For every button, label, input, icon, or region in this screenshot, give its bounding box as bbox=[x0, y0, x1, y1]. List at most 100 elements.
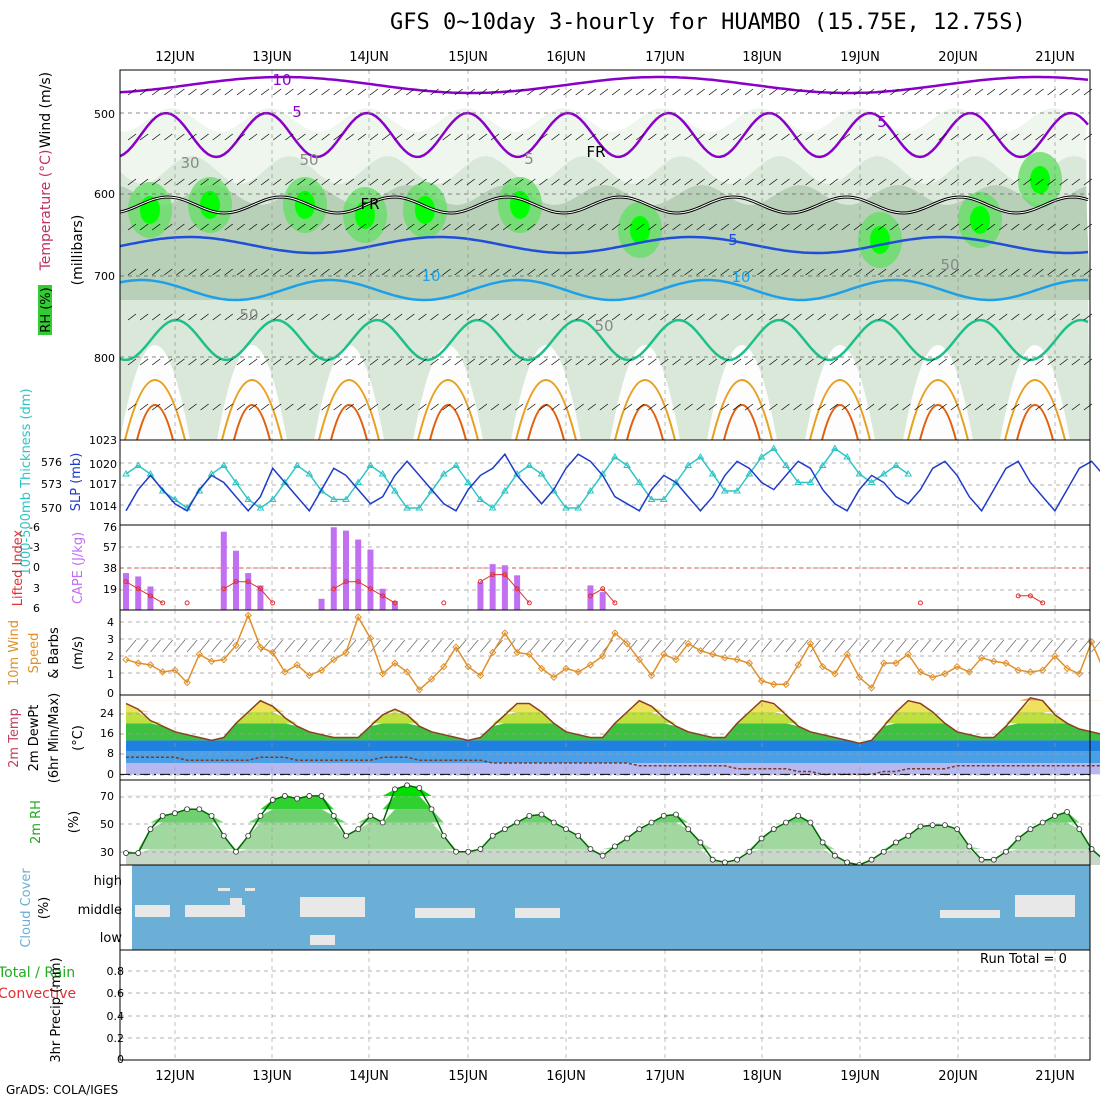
wind-barb bbox=[454, 88, 463, 96]
wind-barb bbox=[575, 133, 584, 141]
wind-barb bbox=[333, 223, 342, 231]
wind-barb bbox=[1071, 403, 1081, 411]
wind-barb bbox=[139, 313, 149, 321]
wind-barb bbox=[551, 313, 560, 321]
contour-label: 50 bbox=[594, 317, 613, 335]
wind-barb bbox=[756, 403, 766, 411]
wind-barb bbox=[466, 358, 476, 366]
rh-point bbox=[783, 819, 789, 826]
wind-speed-point bbox=[647, 671, 656, 680]
wind-barb bbox=[406, 268, 415, 276]
wind-barb bbox=[926, 313, 935, 321]
wind-speed-point bbox=[1051, 652, 1059, 660]
li-point bbox=[135, 586, 141, 592]
wind-barb bbox=[418, 268, 427, 276]
wind-barb bbox=[321, 223, 330, 231]
wind-barb bbox=[551, 358, 560, 366]
li-tick: 3 bbox=[33, 582, 40, 595]
date-label-bottom: 18JUN bbox=[742, 1069, 782, 1084]
wind-barb bbox=[272, 133, 282, 141]
wind-barb bbox=[829, 88, 839, 96]
wind-barb bbox=[333, 313, 342, 321]
wind-barb bbox=[599, 178, 609, 186]
wind-barb bbox=[127, 223, 137, 231]
rh-point bbox=[514, 819, 521, 826]
date-label-bottom: 19JUN bbox=[840, 1069, 880, 1084]
wind-barb bbox=[769, 88, 778, 96]
thickness-point bbox=[586, 487, 595, 494]
temp-fill-band bbox=[126, 700, 1100, 712]
cape-bar bbox=[330, 527, 337, 610]
rh-tick: 50 bbox=[100, 818, 114, 831]
wind-barb bbox=[1083, 223, 1093, 231]
wind-barb bbox=[877, 178, 887, 186]
wind-speed-point bbox=[330, 655, 338, 664]
wind-barb bbox=[577, 639, 589, 653]
wind-speed-point bbox=[916, 668, 925, 676]
wind-barb bbox=[406, 223, 415, 231]
wind-barb bbox=[478, 223, 488, 231]
date-label-bottom: 20JUN bbox=[938, 1069, 978, 1084]
wind-speed-point bbox=[513, 648, 521, 657]
wind-barb bbox=[321, 178, 330, 186]
wind-barb bbox=[611, 403, 621, 411]
wind-barb bbox=[817, 133, 826, 141]
wind-barb bbox=[1011, 88, 1020, 96]
wind-barb bbox=[1035, 223, 1044, 231]
wind-barb bbox=[986, 88, 996, 96]
wind-barb bbox=[599, 133, 609, 141]
thickness-line bbox=[125, 447, 909, 510]
rh-point bbox=[917, 823, 924, 830]
wind-barb bbox=[260, 313, 270, 321]
temp-fill-band bbox=[126, 763, 1100, 775]
wind-speed-point bbox=[770, 680, 778, 689]
cape-tick: 19 bbox=[103, 583, 117, 596]
wind-speed-label-1: 10m Wind bbox=[7, 620, 22, 686]
li-point bbox=[147, 593, 153, 599]
wind-barb bbox=[769, 223, 778, 231]
wind-barb bbox=[297, 313, 306, 321]
wind-speed-point bbox=[660, 650, 668, 658]
wind-barb bbox=[1035, 133, 1044, 141]
wind-barb bbox=[920, 639, 931, 653]
wind-barb bbox=[834, 639, 846, 653]
wind-barb bbox=[724, 639, 736, 653]
rh-point bbox=[245, 832, 252, 839]
cloud-level-label: middle bbox=[78, 903, 122, 918]
temp-contour-15 bbox=[119, 318, 1089, 362]
wind-barb bbox=[1030, 639, 1041, 653]
rh-point bbox=[1015, 835, 1022, 842]
wind-barb bbox=[369, 223, 379, 231]
wind-barb bbox=[769, 268, 778, 276]
wind-barb bbox=[393, 313, 403, 321]
wind-barb bbox=[938, 178, 947, 186]
wind-barb bbox=[914, 88, 923, 96]
wind-barb bbox=[442, 313, 451, 321]
wind-barb bbox=[998, 313, 1008, 321]
temp-contour-20 bbox=[318, 379, 380, 441]
wind-barb bbox=[551, 268, 560, 276]
wind-speed-point bbox=[342, 648, 350, 657]
wind-barb bbox=[926, 358, 935, 366]
wind-barb bbox=[986, 178, 996, 186]
wind-barb bbox=[478, 403, 488, 411]
wind-barb bbox=[744, 358, 754, 366]
wind-barb bbox=[514, 403, 524, 411]
contour-label: FR bbox=[586, 143, 605, 161]
wind-barb bbox=[224, 403, 234, 411]
wind-barb bbox=[865, 178, 875, 186]
wind-barb bbox=[938, 358, 947, 366]
wind-barb bbox=[635, 403, 645, 411]
wind-barb bbox=[454, 223, 463, 231]
precip-conv-label: Convective bbox=[0, 986, 76, 1002]
precip-tick: 0 bbox=[117, 1053, 124, 1066]
wind-speed-point bbox=[1026, 668, 1035, 676]
wind-speed-point bbox=[122, 655, 130, 664]
wind-barb bbox=[176, 178, 185, 186]
rh-point bbox=[611, 843, 618, 850]
wind-barb bbox=[139, 178, 149, 186]
thickness-point bbox=[733, 487, 741, 494]
wind-barb bbox=[212, 358, 221, 366]
wind-barb bbox=[188, 268, 197, 276]
thickness-tick: 570 bbox=[41, 502, 62, 515]
